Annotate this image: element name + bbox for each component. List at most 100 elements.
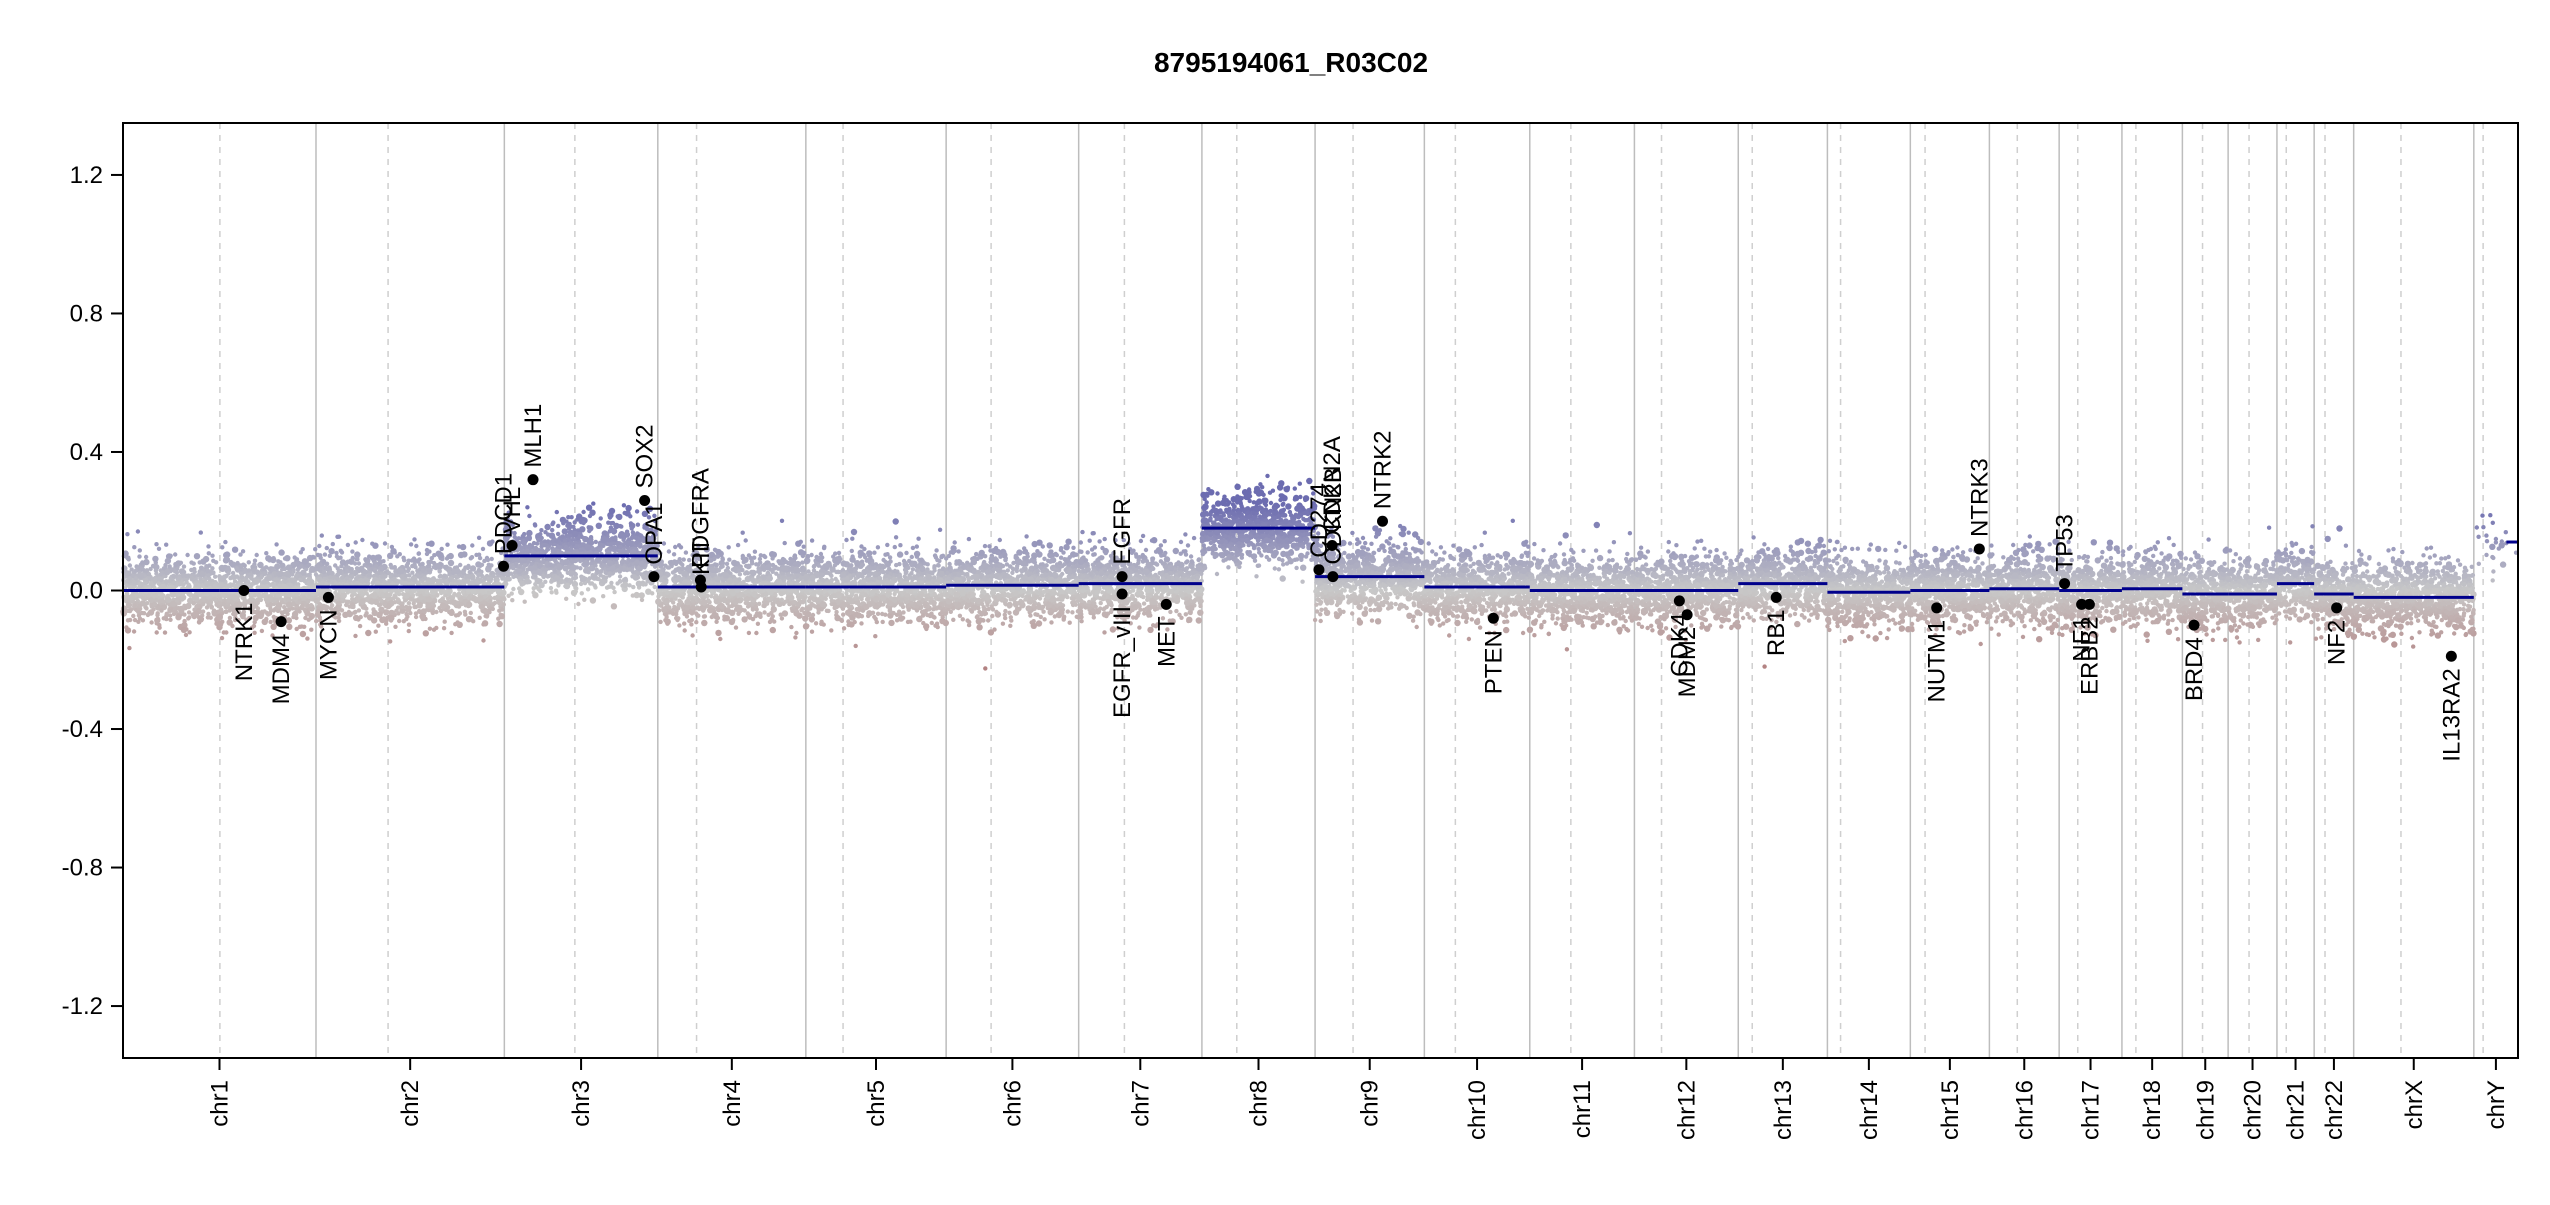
probe-point [226,583,230,587]
probe-point [664,615,668,619]
probe-point [776,600,780,604]
probe-point [410,558,414,562]
probe-point [549,586,553,590]
probe-point [454,568,460,574]
probe-point [586,587,590,591]
probe-point [527,514,531,518]
probe-point [127,646,131,650]
probe-point [471,597,475,601]
probe-point [309,603,313,607]
probe-point [207,573,211,577]
probe-point [684,599,690,605]
probe-point [691,589,695,593]
probe-point [619,524,623,528]
probe-point [620,560,624,564]
probe-point [282,610,286,614]
probe-point [145,601,149,605]
probe-point [379,567,383,571]
probe-point [799,608,803,612]
probe-point [733,598,739,604]
probe-point [401,605,405,609]
probe-point [256,570,260,574]
probe-point [364,607,368,611]
probe-point [680,563,684,567]
probe-point [182,612,186,616]
probe-point [536,538,540,542]
probe-point [175,614,181,620]
probe-point [854,644,858,648]
probe-point [386,593,390,597]
probe-point [607,560,613,566]
probe-point [147,572,151,576]
probe-point [132,629,136,633]
probe-point [487,610,491,614]
probe-point [157,626,161,630]
probe-point [323,552,327,556]
probe-point [508,577,512,581]
probe-point [608,585,612,589]
probe-point [170,602,174,606]
probe-point [383,580,387,584]
probe-point [309,616,313,620]
probe-point [367,573,371,577]
probe-point [206,612,210,616]
probe-point [184,633,188,637]
probe-point [736,543,740,547]
probe-point [635,509,639,513]
probe-point [564,597,568,601]
probe-point [707,607,713,613]
probe-point [548,562,552,566]
probe-point [611,565,615,569]
probe-point [440,603,446,609]
probe-point [328,575,332,579]
probe-point [751,617,755,621]
probe-point [181,627,187,633]
probe-point [551,520,555,524]
probe-point [581,521,585,525]
probe-point [443,620,447,624]
probe-point [789,625,793,629]
probe-point [563,566,567,570]
probe-point [720,564,724,568]
probe-point [316,564,320,568]
probe-point [674,568,678,572]
probe-point [370,593,374,597]
probe-point [364,611,368,615]
probe-point [596,523,602,529]
probe-point [407,601,411,605]
probe-point [581,547,585,551]
probe-point [574,575,578,579]
probe-point [561,534,565,538]
probe-point [199,566,203,570]
probe-point [413,565,417,569]
probe-point [727,558,731,562]
probe-point [257,563,261,567]
probe-point [354,571,358,575]
probe-point [375,588,379,592]
probe-point [397,619,401,623]
probe-point [718,598,722,602]
probe-point [407,567,411,571]
probe-point [420,562,424,566]
probe-point [787,602,791,606]
probe-point [330,603,334,607]
probe-point [353,634,357,638]
probe-point [373,600,377,604]
probe-point [765,564,771,570]
probe-point [510,591,514,595]
probe-point [618,574,622,578]
probe-point [400,574,404,578]
probe-point [380,592,384,596]
probe-point [555,510,559,514]
probe-point [776,567,780,571]
probe-point [334,551,338,555]
probe-point [277,584,281,588]
probe-point [747,614,751,618]
probe-point [573,520,577,524]
probe-point [716,555,720,559]
probe-point [181,573,185,577]
probe-point [583,567,589,573]
probe-point [635,531,639,535]
probe-point [595,568,599,572]
